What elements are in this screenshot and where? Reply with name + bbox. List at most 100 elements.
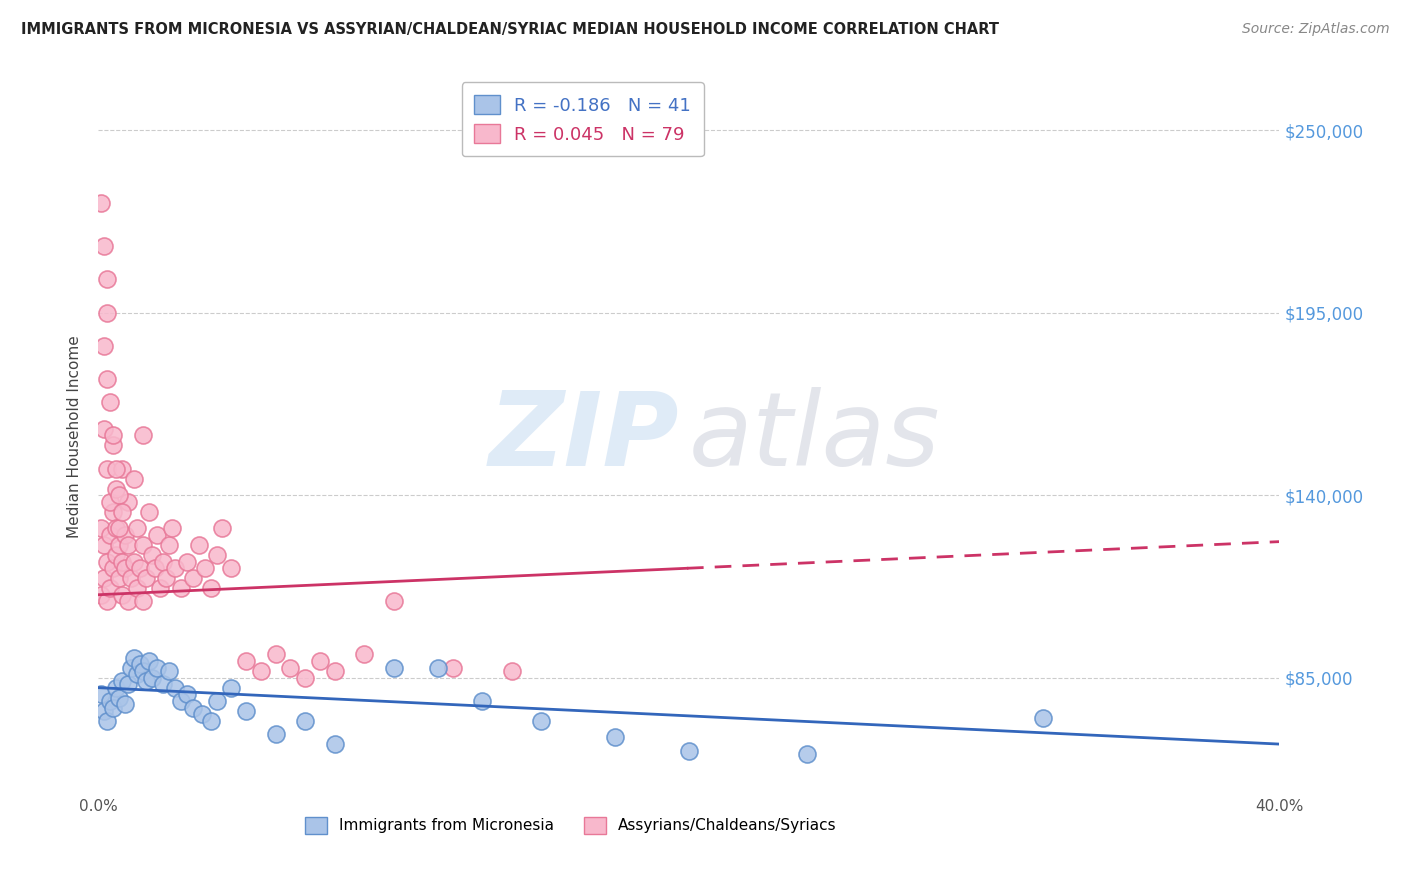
Y-axis label: Median Household Income: Median Household Income [67,335,83,539]
Point [187,538,209,552]
Point [191,707,214,722]
Point [143,561,166,575]
Point [117,495,139,509]
Point [205,548,228,562]
Point [103,438,125,452]
Point [105,482,128,496]
Point [146,528,169,542]
Point [93,339,115,353]
Point [111,461,134,475]
Point [294,714,316,728]
Point [235,704,257,718]
Text: atlas: atlas [689,387,941,487]
Point [157,538,180,552]
Point [294,671,316,685]
Point [323,737,346,751]
Point [181,571,204,585]
Legend: Immigrants from Micronesia, Assyrians/Chaldeans/Syriacs: Immigrants from Micronesia, Assyrians/Ch… [299,811,842,839]
Point [114,528,136,542]
Point [108,538,131,552]
Point [427,661,450,675]
Point [181,700,204,714]
Point [205,694,228,708]
Point [132,538,155,552]
Point [250,664,273,678]
Point [108,521,131,535]
Point [98,495,121,509]
Point [98,581,121,595]
Point [103,700,125,714]
Point [111,588,134,602]
Point [93,422,115,436]
Point [135,673,157,688]
Point [122,555,145,569]
Point [157,664,180,678]
Point [323,664,346,678]
Point [125,581,148,595]
Point [471,694,494,708]
Point [165,681,187,695]
Point [111,555,134,569]
Point [98,528,121,542]
Point [96,461,118,475]
Point [501,664,523,678]
Point [135,571,157,585]
Point [98,395,121,409]
Point [111,505,134,519]
Point [96,272,118,286]
Point [176,555,198,569]
Point [103,428,125,442]
Point [382,594,405,608]
Point [120,661,142,675]
Point [605,731,627,745]
Point [678,744,700,758]
Point [90,588,112,602]
Point [264,727,287,741]
Point [125,667,148,681]
Point [90,687,112,701]
Point [93,704,115,718]
Point [93,571,115,585]
Point [530,714,553,728]
Point [170,694,193,708]
Point [280,661,302,675]
Point [264,648,287,662]
Point [170,581,193,595]
Point [103,561,125,575]
Point [176,687,198,701]
Point [309,654,332,668]
Point [105,461,128,475]
Point [96,372,118,386]
Point [149,581,172,595]
Point [141,548,163,562]
Point [235,654,257,668]
Point [122,472,145,486]
Point [105,681,128,695]
Point [138,505,160,519]
Point [105,521,128,535]
Point [796,747,818,761]
Point [108,571,131,585]
Point [117,594,139,608]
Point [120,571,142,585]
Point [108,690,131,705]
Point [117,538,139,552]
Point [221,561,243,575]
Point [114,561,136,575]
Point [108,488,131,502]
Point [114,698,136,712]
Point [441,661,464,675]
Point [200,581,222,595]
Point [93,239,115,253]
Point [1032,710,1054,724]
Point [382,661,405,675]
Point [152,555,174,569]
Point [146,661,169,675]
Point [96,594,118,608]
Point [132,594,155,608]
Point [90,196,112,211]
Point [96,305,118,319]
Point [96,555,118,569]
Point [221,681,243,695]
Point [111,673,134,688]
